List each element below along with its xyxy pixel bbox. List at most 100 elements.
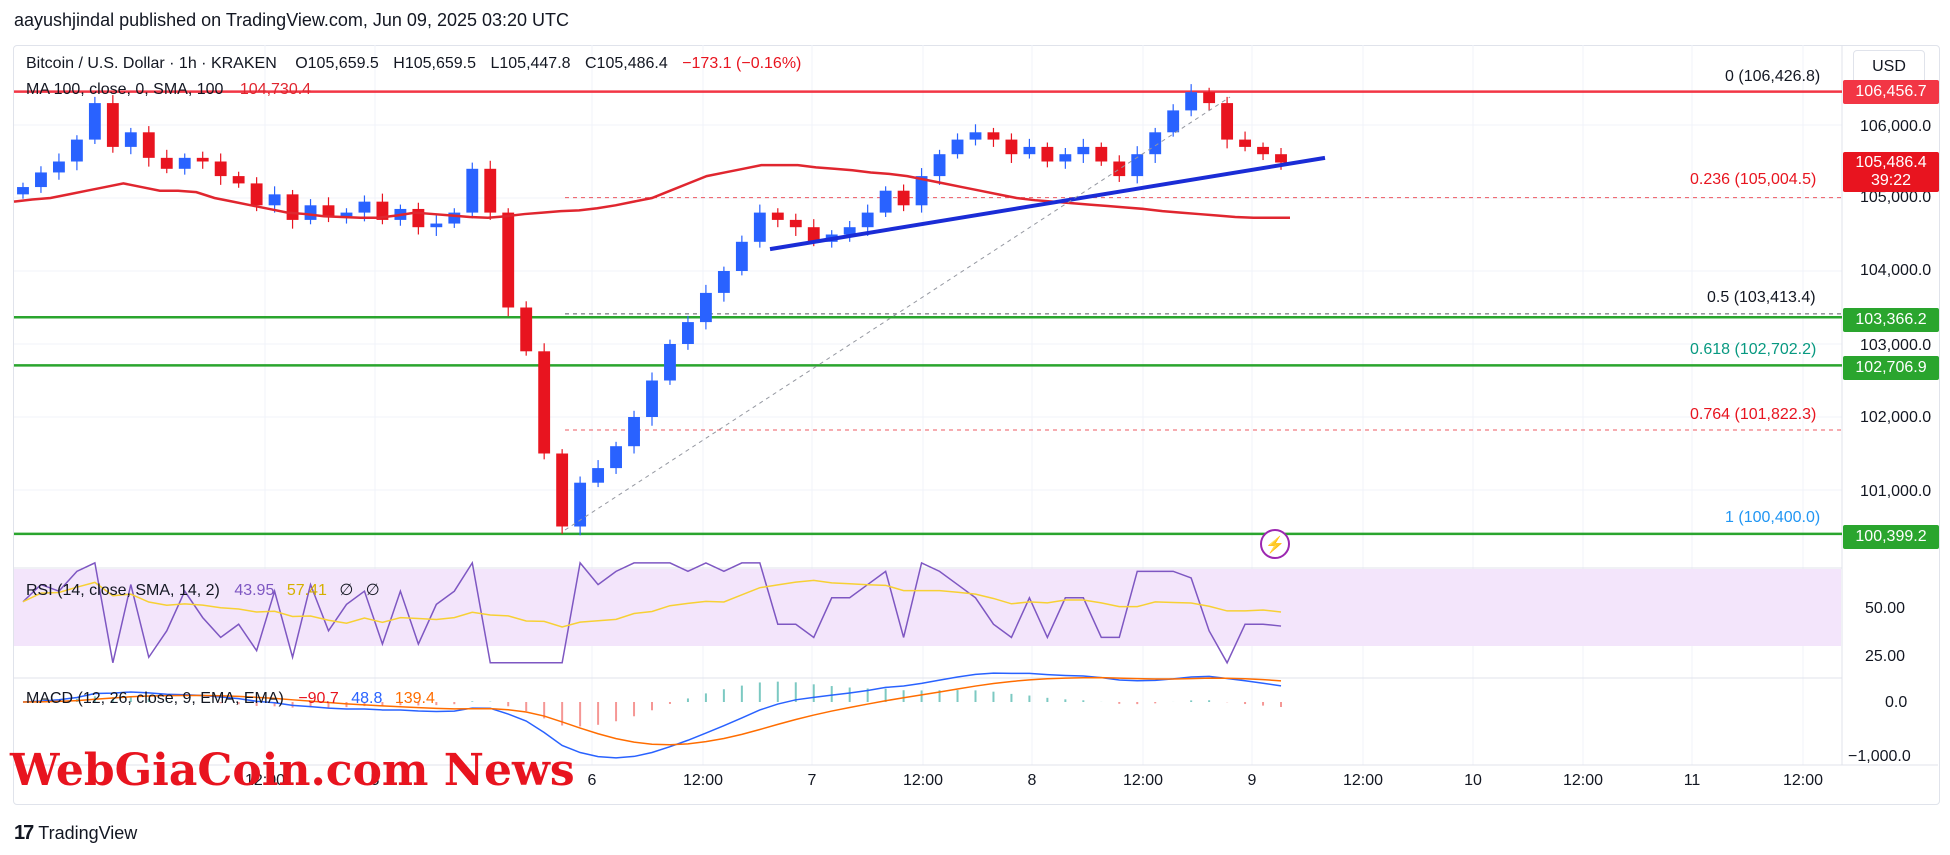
fib-price: (100,400.0) bbox=[1738, 509, 1821, 526]
candle-body bbox=[556, 453, 569, 527]
macd-tick: 0.0 bbox=[1885, 694, 1908, 711]
fib-ratio: 1 bbox=[1725, 509, 1734, 526]
rsi-sma-line bbox=[22, 579, 1282, 628]
candle-body bbox=[1131, 154, 1144, 177]
fib-ratio: 0.5 bbox=[1707, 289, 1730, 306]
fib-price: (102,702.2) bbox=[1734, 341, 1817, 358]
horizontal-levels bbox=[14, 90, 1842, 536]
time-tick: 12:00 bbox=[902, 772, 944, 789]
tradingview-footer[interactable]: 17 TradingView bbox=[14, 822, 137, 845]
macd-tick: −1,000.0 bbox=[1848, 748, 1911, 765]
macd-signal-value: 139.4 bbox=[394, 690, 435, 707]
candle-body bbox=[214, 161, 227, 177]
support-2-tag: 102,706.9 bbox=[1843, 356, 1939, 380]
ma-value: 104,730.4 bbox=[239, 81, 312, 98]
macd-signal-line bbox=[22, 676, 1282, 746]
candle-body bbox=[52, 161, 65, 173]
candle-body bbox=[1203, 92, 1216, 104]
candle-body bbox=[771, 212, 784, 220]
candle-body bbox=[322, 205, 335, 217]
candle-body bbox=[106, 103, 119, 147]
ascending-trendline[interactable] bbox=[769, 155, 1326, 252]
time-tick: 12:00 bbox=[1562, 772, 1604, 789]
candle-body bbox=[1185, 92, 1198, 111]
publisher-header: aayushjindal published on TradingView.co… bbox=[14, 10, 570, 30]
candle-body bbox=[574, 482, 587, 527]
time-tick: 11 bbox=[1683, 772, 1701, 789]
fib-level-0618: 0.618 (102,702.2) bbox=[1690, 341, 1816, 359]
fib-level-05: 0.5 (103,413.4) bbox=[1707, 289, 1816, 307]
candle-body bbox=[1041, 146, 1054, 162]
candle-body bbox=[717, 271, 730, 293]
svg-text:⚡: ⚡ bbox=[1265, 535, 1285, 554]
fib-level-0236: 0.236 (105,004.5) bbox=[1690, 171, 1816, 189]
rsi-legend: RSI (14, close, SMA, 14, 2) 43.95 57.41 … bbox=[26, 580, 380, 600]
ma-legend: MA 100, close, 0, SMA, 100 104,730.4 bbox=[26, 81, 311, 99]
fib-ratio: 0.236 bbox=[1690, 171, 1731, 188]
candle-body bbox=[268, 194, 281, 206]
candles bbox=[17, 84, 1287, 536]
time-tick: 12:00 bbox=[1122, 772, 1164, 789]
macd-line bbox=[22, 672, 1282, 759]
price-tick: 103,000.0 bbox=[1860, 337, 1932, 354]
candle-body bbox=[35, 172, 47, 188]
candle-body bbox=[915, 176, 928, 206]
candle-body bbox=[807, 227, 820, 242]
rsi-tick: 50.00 bbox=[1865, 600, 1906, 617]
tradingview-brand: TradingView bbox=[38, 823, 138, 843]
alert-icon[interactable]: ⚡ bbox=[1260, 529, 1290, 559]
candle-body bbox=[1257, 146, 1269, 155]
currency-button[interactable]: USD bbox=[1853, 50, 1925, 84]
time-tick: 8 bbox=[1027, 772, 1037, 789]
time-tick: 10 bbox=[1464, 772, 1482, 789]
candle-body bbox=[753, 212, 766, 242]
candle-body bbox=[304, 205, 317, 220]
candle-body bbox=[448, 212, 461, 224]
candle-body bbox=[1023, 146, 1036, 155]
ma-100-line bbox=[13, 163, 1290, 219]
time-tick: 9 bbox=[1247, 772, 1257, 789]
time-tick: 12:00 bbox=[244, 772, 286, 789]
time-tick: 5 bbox=[370, 772, 380, 789]
macd-legend: MACD (12, 26, close, 9, EMA, EMA) −90.7 … bbox=[26, 690, 435, 708]
candle-body bbox=[861, 212, 874, 228]
price-tick: 106,000.0 bbox=[1860, 118, 1932, 135]
candle-body bbox=[430, 223, 443, 228]
current-price-tag: 105,486.4 39:22 bbox=[1843, 152, 1939, 192]
fib-level-1: 1 (100,400.0) bbox=[1725, 509, 1820, 527]
candle-body bbox=[358, 201, 371, 213]
candle-body bbox=[1005, 139, 1018, 155]
candle-body bbox=[70, 139, 83, 162]
candle-body bbox=[592, 468, 605, 483]
candle-body bbox=[1095, 146, 1108, 162]
ma-label: MA 100, close, 0, SMA, 100 bbox=[26, 81, 224, 98]
candle-body bbox=[178, 157, 191, 169]
tradingview-logo-icon: 17 bbox=[14, 822, 34, 844]
rsi-value: 43.95 bbox=[234, 582, 275, 599]
price-tick: 102,000.0 bbox=[1860, 409, 1932, 426]
candle-body bbox=[879, 190, 892, 213]
candle-body bbox=[1149, 132, 1162, 155]
candle-body bbox=[789, 219, 802, 228]
candle-body bbox=[376, 201, 389, 220]
macd-label: MACD (12, 26, close, 9, EMA, EMA) bbox=[26, 690, 284, 707]
candle-body bbox=[196, 157, 209, 162]
candle-body bbox=[1059, 154, 1072, 162]
candle-body bbox=[610, 446, 622, 469]
change-value: −173.1 (−0.16%) bbox=[682, 55, 802, 72]
candle-body bbox=[699, 292, 712, 323]
candle-body bbox=[520, 307, 533, 352]
candle-body bbox=[124, 132, 137, 147]
candle-body bbox=[142, 132, 155, 158]
time-tick: 6 bbox=[587, 772, 597, 789]
high-value: H105,659.5 bbox=[393, 55, 477, 72]
macd-hist-value: −90.7 bbox=[298, 690, 339, 707]
candle-body bbox=[682, 322, 694, 344]
candle-body bbox=[951, 139, 964, 155]
resistance-price-tag: 106,456.7 bbox=[1843, 80, 1939, 104]
candle-body bbox=[1239, 139, 1252, 147]
candle-body bbox=[987, 132, 1000, 140]
price-tick: 101,000.0 bbox=[1860, 483, 1932, 500]
time-tick: 7 bbox=[807, 772, 817, 789]
